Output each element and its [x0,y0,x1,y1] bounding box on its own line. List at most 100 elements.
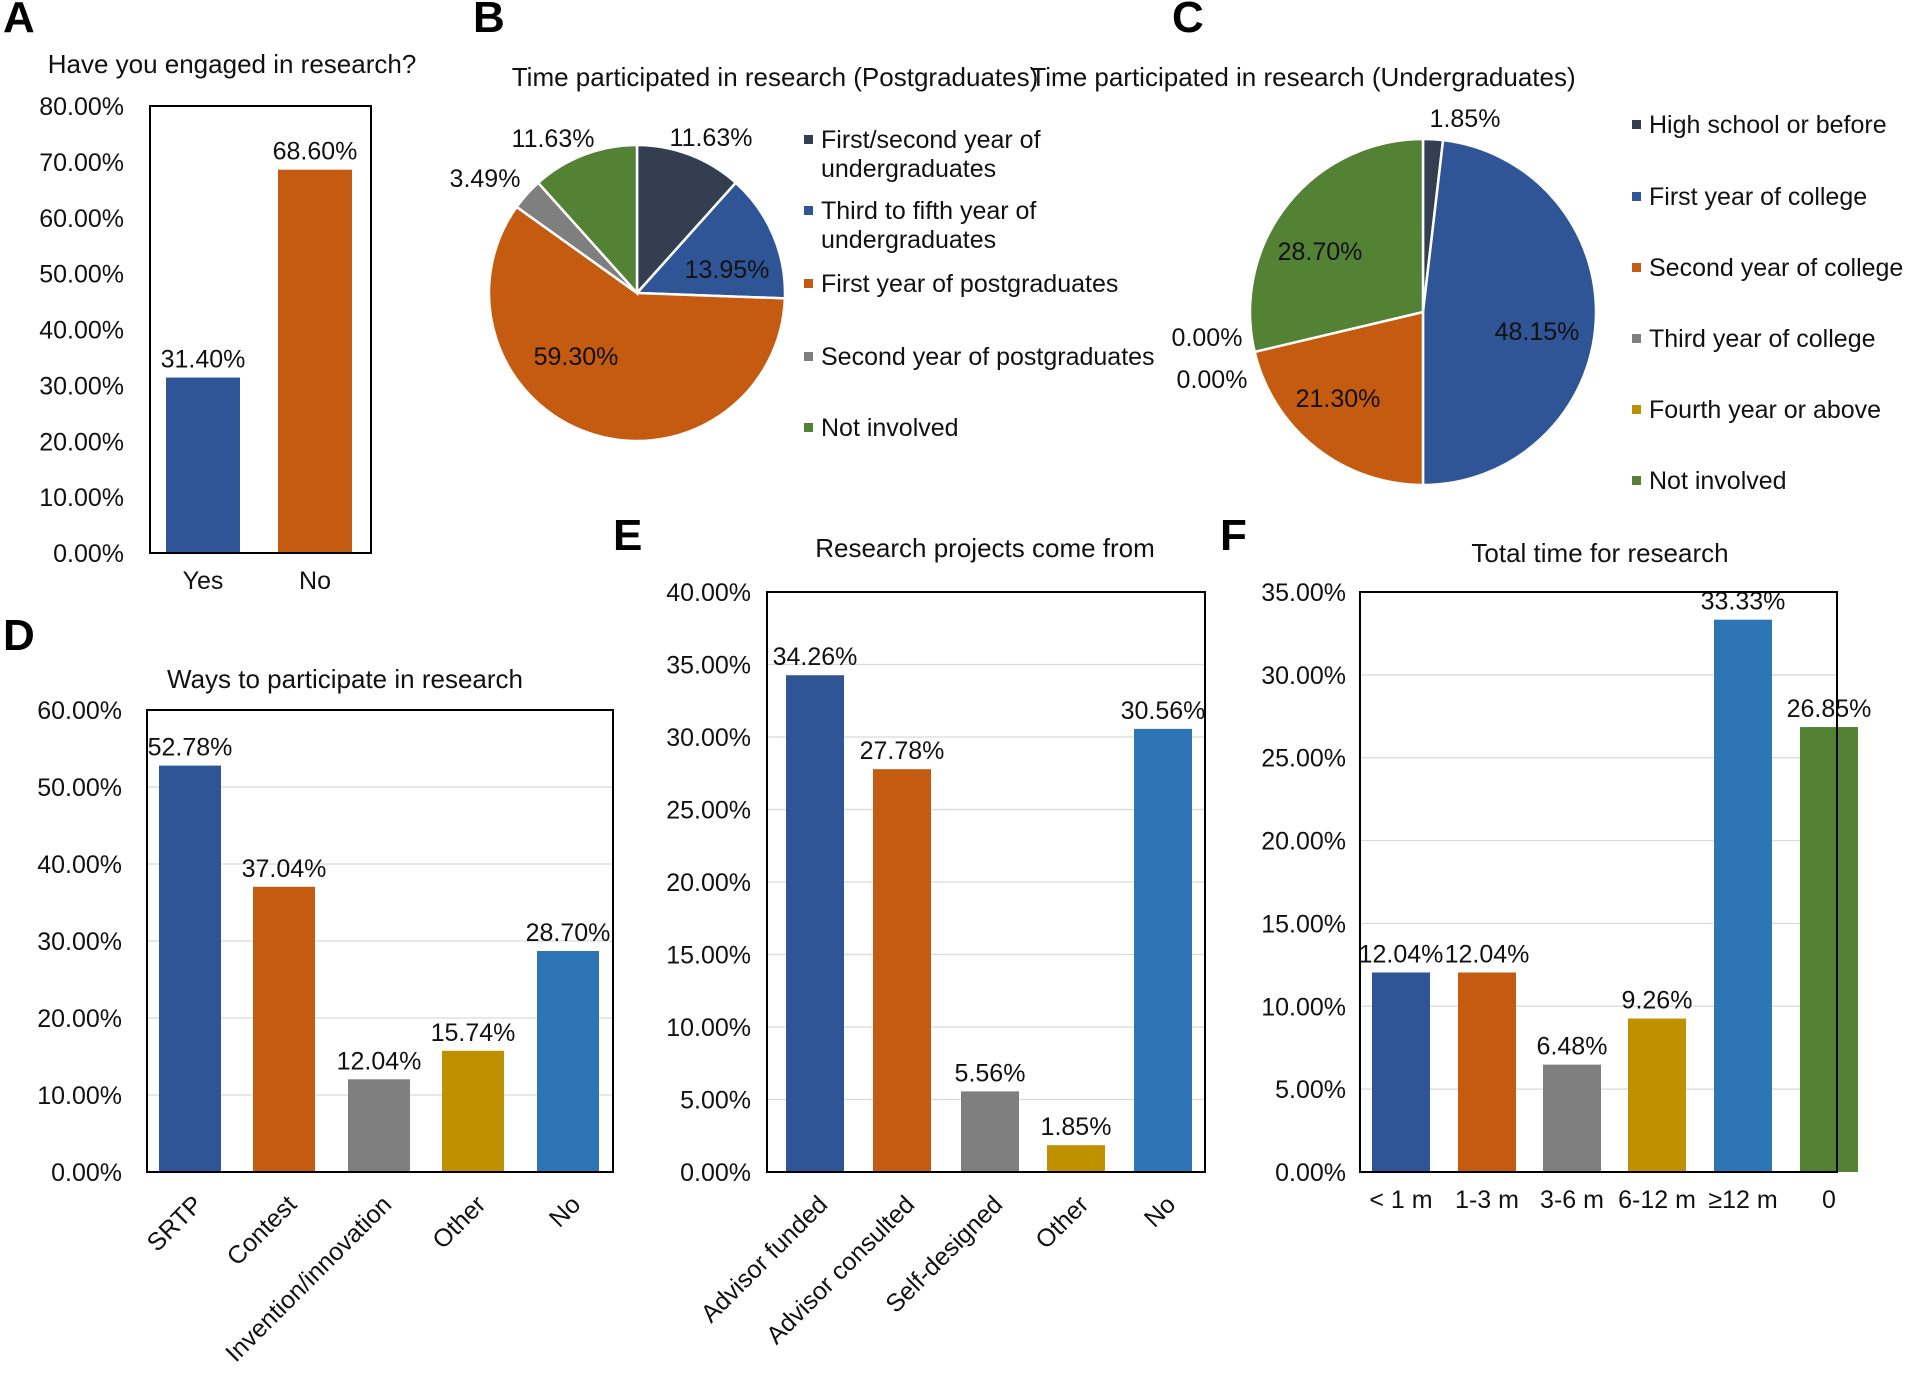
data-label: 31.40% [161,346,246,374]
legend-label: Not involved [1649,467,1787,495]
legend-label: undergraduates [821,155,996,183]
y-tick-label: 15.00% [666,942,751,970]
slice-label: 3.49% [450,165,521,193]
pie-slice-C-3 [1253,310,1425,487]
data-label: 1.85% [1041,1113,1112,1141]
y-tick-label: 10.00% [666,1014,751,1042]
legend-label: Not involved [821,414,959,442]
data-label: 34.26% [773,643,858,671]
bar-A-2 [278,169,352,553]
y-tick-label: 30.00% [37,928,122,956]
data-label: 15.74% [431,1019,516,1047]
data-label: 68.60% [273,138,358,166]
panel-letter-C: C [1172,0,1204,42]
legend-label: First year of postgraduates [821,270,1118,298]
y-tick-label: 30.00% [1261,662,1346,690]
bar-D-2 [253,886,315,1172]
y-tick-label: 35.00% [666,652,751,680]
bar-D-3 [348,1079,410,1172]
y-tick-label: 20.00% [37,1005,122,1033]
bar-F-1 [1372,972,1430,1172]
plot-frame [1359,591,1838,1173]
bar-F-6 [1800,727,1858,1172]
y-tick-label: 0.00% [51,1159,122,1187]
chart-title-D: Ways to participate in research [167,664,523,694]
legend-swatch [1632,476,1641,485]
y-tick-label: 0.00% [53,540,124,568]
slice-label: 28.70% [1278,238,1363,266]
y-tick-label: 60.00% [37,697,122,725]
chart-A: A Have you engaged in research? 0.00% 10.00… [3,0,416,595]
y-tick-label: 80.00% [39,93,124,121]
x-tick-label: No [1139,1190,1181,1232]
legend-swatch [1632,405,1641,414]
y-tick-label: 20.00% [39,428,124,456]
plot-frame [766,591,1206,1173]
bar-F-2 [1458,972,1516,1172]
data-label: 28.70% [526,919,611,947]
legend-label: Fourth year or above [1649,396,1881,424]
y-tick-label: 40.00% [37,851,122,879]
legend-label: Second year of postgraduates [821,343,1155,371]
slice-label: 11.63% [670,124,753,152]
y-tick-label: 20.00% [666,869,751,897]
slice-label: 0.00% [1177,366,1248,394]
y-tick-label: 40.00% [39,317,124,345]
data-label: 5.56% [955,1059,1026,1087]
bar-E-2 [873,769,931,1172]
legend-label: First year of college [1649,183,1867,211]
y-tick-label: 35.00% [1261,579,1346,607]
x-tick-label: ≥12 m [1708,1186,1777,1214]
bar-D-1 [159,765,221,1172]
pie-slice-B-3 [487,205,787,443]
legend-label: Third to fifth year of [821,197,1036,225]
y-tick-label: 15.00% [1261,910,1346,938]
y-tick-label: 20.00% [1261,828,1346,856]
data-label: 37.04% [242,855,327,883]
y-tick-label: 10.00% [39,484,124,512]
chart-title-B: Time participated in research (Postgradu… [512,62,1039,92]
slice-label: 21.30% [1296,385,1381,413]
chart-C: C Time participated in research (Undergra… [1030,0,1903,495]
legend-swatch [804,135,813,144]
legend-label: First/second year of [821,126,1041,154]
pie-slice-C-6 [1248,137,1425,354]
y-tick-label: 10.00% [1261,993,1346,1021]
slice-label: 48.15% [1495,318,1580,346]
x-tick-label: No [544,1190,586,1232]
x-tick-label: < 1 m [1369,1186,1432,1214]
legend-swatch [804,206,813,215]
plot-frame [149,105,372,554]
y-tick-label: 50.00% [37,774,122,802]
data-label: 12.04% [337,1047,422,1075]
y-tick-label: 30.00% [666,724,751,752]
x-tick-label: Other [427,1190,491,1254]
chart-D: D Ways to participate in research 0.00% 10.… [3,611,614,1367]
chart-title-E: Research projects come from [815,533,1155,563]
y-tick-label: 0.00% [1275,1159,1346,1187]
slice-label: 1.85% [1430,105,1501,133]
x-tick-label: Contest [222,1190,303,1271]
legend-label: undergraduates [821,226,996,254]
bar-A-1 [166,377,240,553]
legend-swatch [1632,334,1641,343]
legend-label: High school or before [1649,111,1887,139]
pie-slice-B-5 [536,143,639,297]
bar-E-3 [961,1091,1019,1172]
x-tick-label: 0 [1822,1186,1836,1214]
pie-slice-B-1 [635,143,738,297]
pie-slice-C-2 [1421,138,1598,487]
y-tick-label: 25.00% [666,797,751,825]
bar-E-5 [1134,728,1192,1172]
x-tick-label: 3-6 m [1540,1186,1604,1214]
y-tick-label: 0.00% [680,1159,751,1187]
y-tick-label: 50.00% [39,261,124,289]
chart-title-A: Have you engaged in research? [48,49,417,79]
bar-D-5 [537,951,599,1172]
y-tick-label: 60.00% [39,205,124,233]
legend-swatch [804,423,813,432]
data-label: 27.78% [860,737,945,765]
plot-frame [146,709,614,1173]
